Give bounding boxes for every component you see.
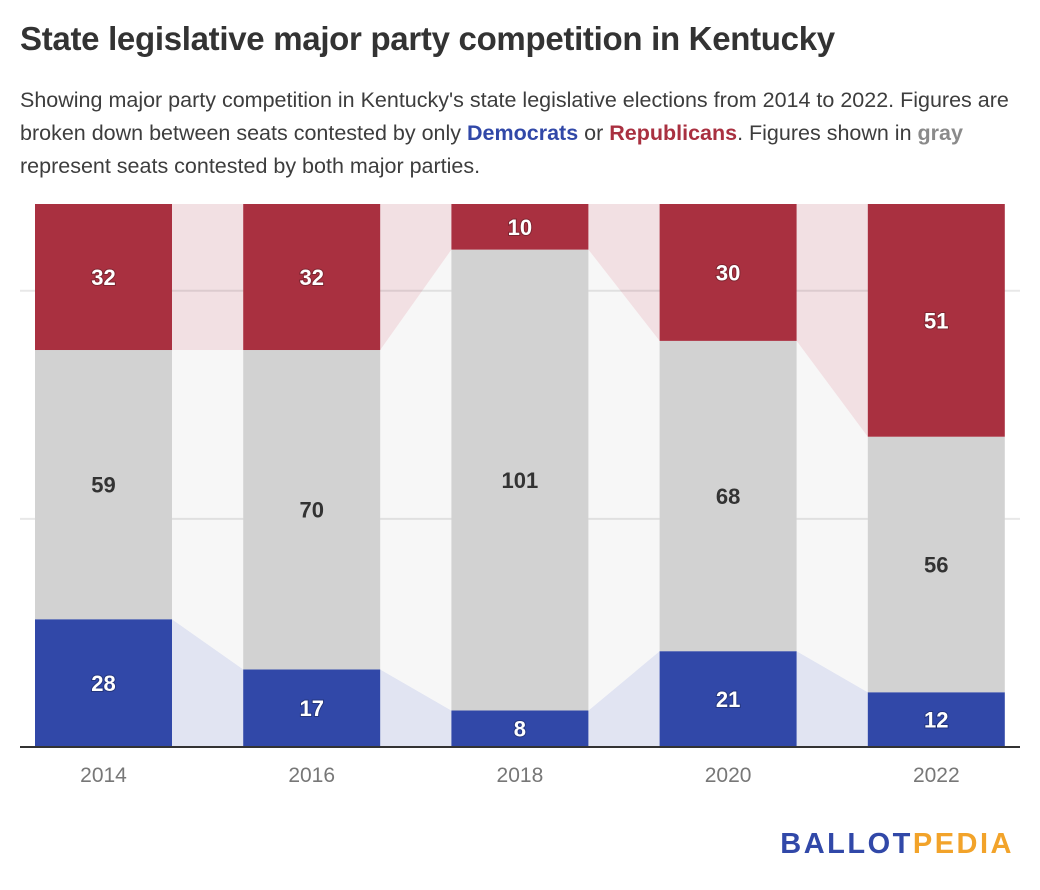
democrat-bar-segment — [243, 669, 381, 747]
subtitle-text-1: Showing major party competition in Kentu… — [20, 88, 1009, 145]
subtitle-text-4: represent seats contested by both major … — [20, 154, 481, 178]
legend-both-parties: gray — [917, 121, 963, 145]
democrat-connector-band — [796, 651, 868, 747]
both-parties-value-label: 101 — [502, 468, 539, 493]
legend-democrats: Democrats — [467, 121, 579, 145]
both-parties-value-label: 70 — [299, 498, 323, 523]
both-parties-connector-band — [796, 340, 868, 693]
legend-republicans: Republicans — [609, 121, 738, 145]
both-parties-connector-band — [588, 249, 660, 711]
both-parties-value-label: 59 — [91, 473, 115, 498]
x-axis-tick-labels: 2014 2016 2018 2020 2022 — [80, 764, 960, 787]
segment-labels: 28 59 32 17 70 32 8 101 10 21 68 30 12 56 51 — [90, 214, 949, 743]
democrat-connector-band — [588, 651, 660, 747]
both-parties-bar-segment — [659, 340, 797, 652]
democrat-value-label: 21 — [716, 687, 740, 712]
connector-bands — [172, 204, 868, 747]
republican-bar-segment — [659, 204, 797, 341]
logo-ballot: BALLOT — [780, 828, 913, 860]
both-parties-bar-segment — [35, 350, 172, 620]
chart-title: State legislative major party competitio… — [20, 20, 835, 57]
x-tick-label: 2016 — [288, 764, 335, 787]
republican-bar-segment — [35, 204, 172, 351]
republican-value-label: 32 — [91, 265, 115, 290]
republican-connector-band — [172, 204, 244, 351]
both-parties-value-label: 56 — [924, 552, 948, 577]
republican-value-label: 32 — [299, 265, 323, 290]
republican-connector-band — [796, 204, 868, 437]
democrat-value-label: 8 — [514, 717, 526, 742]
republican-value-label: 51 — [924, 308, 948, 333]
republican-bar-segment — [867, 204, 1005, 437]
democrat-bar-segment — [867, 692, 1005, 747]
republican-value-label: 10 — [508, 215, 532, 240]
republican-value-label: 30 — [716, 260, 740, 285]
chart-subtitle: Showing major party competition in Kentu… — [20, 84, 1030, 183]
bars — [35, 204, 1005, 747]
subtitle-text-2: or — [578, 121, 610, 145]
democrat-connector-band — [380, 669, 452, 747]
subtitle-text-3: . Figures shown in — [737, 121, 918, 145]
both-parties-value-label: 68 — [716, 484, 740, 509]
both-parties-connector-band — [380, 249, 452, 711]
x-tick-label: 2022 — [913, 764, 960, 787]
x-tick-label: 2014 — [80, 764, 127, 787]
both-parties-bar-segment — [451, 249, 589, 711]
democrat-connector-band — [172, 619, 244, 747]
democrat-value-label: 17 — [299, 696, 323, 721]
democrat-value-label: 28 — [91, 671, 115, 696]
logo-pedia: PEDIA — [912, 828, 1014, 860]
x-tick-label: 2020 — [705, 764, 752, 787]
democrat-bar-segment — [35, 619, 172, 747]
republican-connector-band — [380, 204, 452, 351]
democrat-bar-segment — [451, 710, 589, 747]
both-parties-bar-segment — [243, 350, 381, 670]
republican-bar-segment — [451, 204, 589, 250]
x-tick-label: 2018 — [497, 764, 544, 787]
both-parties-bar-segment — [867, 436, 1005, 693]
republican-bar-segment — [243, 204, 381, 351]
democrat-value-label: 12 — [924, 708, 948, 733]
democrat-bar-segment — [659, 651, 797, 747]
ballotpedia-logo: BALLOTPEDIA — [780, 828, 1014, 861]
republican-connector-band — [588, 204, 660, 341]
both-parties-connector-band — [172, 350, 244, 670]
